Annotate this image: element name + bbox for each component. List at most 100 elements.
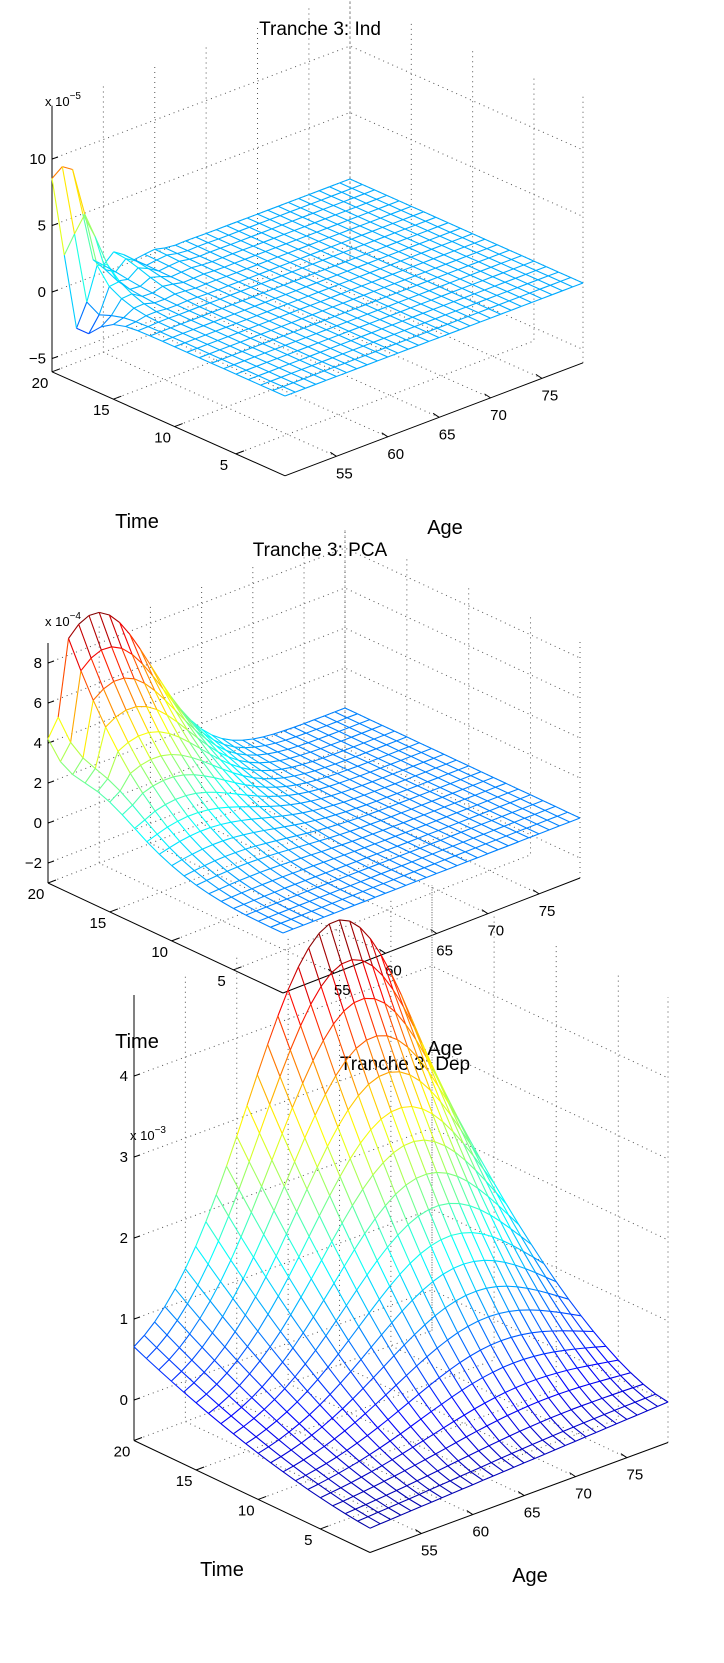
mesh-segment [121, 648, 135, 680]
mesh-segment [273, 288, 286, 296]
mesh-segment [523, 1458, 535, 1464]
mesh-segment [209, 298, 221, 304]
mesh-segment [314, 222, 328, 229]
mesh-segment [283, 726, 294, 732]
mesh-segment [400, 1510, 412, 1516]
mesh-segment [299, 359, 313, 367]
mesh-segment [260, 384, 273, 392]
mesh-segment [283, 229, 295, 235]
mesh-segment [356, 857, 367, 863]
mesh-segment [368, 1084, 382, 1120]
mesh-segment [328, 1478, 342, 1489]
mesh-segment [362, 1388, 376, 1405]
mesh-segment [404, 326, 415, 332]
mesh-segment [257, 1330, 271, 1348]
mesh-segment [349, 722, 360, 729]
mesh-segment [119, 622, 133, 655]
mesh-segment [593, 1418, 607, 1429]
mesh-segment [382, 975, 394, 990]
mesh-segment [261, 1386, 275, 1400]
mesh-segment [447, 773, 461, 781]
mesh-segment [437, 226, 451, 233]
mesh-segment [156, 709, 168, 716]
mesh-segment [439, 282, 450, 288]
mesh-segment [382, 226, 395, 234]
mesh-segment [367, 262, 381, 270]
mesh-segment [429, 286, 440, 292]
mesh-segment [474, 790, 486, 796]
mesh-segment [307, 1483, 319, 1490]
mesh-segment [367, 1435, 381, 1449]
mesh-segment [353, 746, 367, 754]
mesh-segment [394, 779, 406, 785]
mesh-segment [197, 812, 211, 828]
mesh-segment [351, 183, 363, 189]
mesh-segment [322, 255, 334, 261]
mesh-segment [289, 757, 303, 765]
mesh-segment [345, 257, 356, 263]
mesh-segment [575, 1347, 586, 1350]
mesh-segment [218, 888, 232, 898]
mesh-segment [374, 787, 385, 792]
mesh-segment [417, 785, 431, 792]
mesh-segment [555, 805, 568, 813]
mesh-segment [506, 287, 518, 293]
mesh-segment [496, 1415, 508, 1422]
mesh-segment [168, 1347, 180, 1360]
mesh-segment [385, 347, 399, 354]
mesh-segment [216, 1383, 230, 1397]
mesh-segment [416, 1365, 430, 1387]
mesh-segment [214, 777, 225, 781]
mesh-segment [453, 1414, 465, 1422]
mesh-segment [373, 240, 387, 247]
mesh-segment [256, 311, 268, 317]
mesh-segment [554, 1351, 568, 1371]
mesh-segment [458, 765, 469, 771]
mesh-segment [378, 1286, 391, 1300]
mesh-segment [406, 1365, 417, 1376]
mesh-segment [127, 267, 139, 280]
mesh-segment [550, 280, 561, 286]
mesh-segment [502, 1362, 514, 1368]
mesh-segment [287, 745, 299, 750]
mesh-segment [305, 333, 317, 339]
mesh-segment [385, 1494, 400, 1504]
mesh-segment [367, 1516, 381, 1525]
mesh-segment [453, 246, 465, 252]
mesh-segment [579, 1383, 590, 1388]
mesh-segment [481, 823, 495, 831]
mesh-segment [388, 1072, 403, 1108]
y-tick-label: 60 [387, 446, 404, 463]
mesh-segment [506, 1415, 521, 1432]
mesh-segment [326, 725, 340, 732]
mesh-segment [353, 1491, 364, 1497]
mesh-segment [299, 355, 311, 361]
mesh-segment [318, 738, 332, 746]
mesh-segment [436, 1171, 448, 1174]
mesh-segment [474, 242, 488, 250]
mesh-segment [520, 1236, 534, 1258]
mesh-segment [337, 223, 350, 231]
mesh-segment [242, 738, 253, 741]
mesh-segment [191, 267, 205, 275]
mesh-segment [477, 853, 489, 859]
gridline [257, 27, 491, 399]
mesh-segment [405, 1184, 419, 1217]
mesh-segment [327, 827, 341, 836]
mesh-segment [361, 959, 373, 967]
mesh-segment [414, 1324, 426, 1335]
mesh-segment [296, 784, 309, 793]
mesh-segment [434, 318, 448, 325]
mesh-segment [311, 1426, 323, 1436]
mesh-segment [508, 300, 522, 307]
mesh-segment [376, 853, 390, 861]
mesh-segment [405, 828, 416, 834]
mesh-segment [346, 713, 358, 719]
mesh-segment [491, 820, 505, 827]
mesh-segment [449, 1369, 463, 1391]
mesh-segment [360, 881, 374, 888]
mesh-segment [597, 1361, 609, 1365]
mesh-segment [344, 362, 358, 370]
mesh-segment [78, 615, 90, 625]
mesh-segment [355, 304, 366, 310]
